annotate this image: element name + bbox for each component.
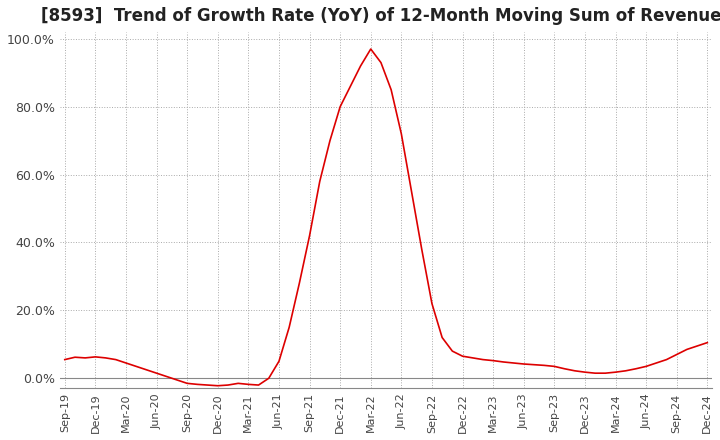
Title: [8593]  Trend of Growth Rate (YoY) of 12-Month Moving Sum of Revenues: [8593] Trend of Growth Rate (YoY) of 12-… — [41, 7, 720, 25]
